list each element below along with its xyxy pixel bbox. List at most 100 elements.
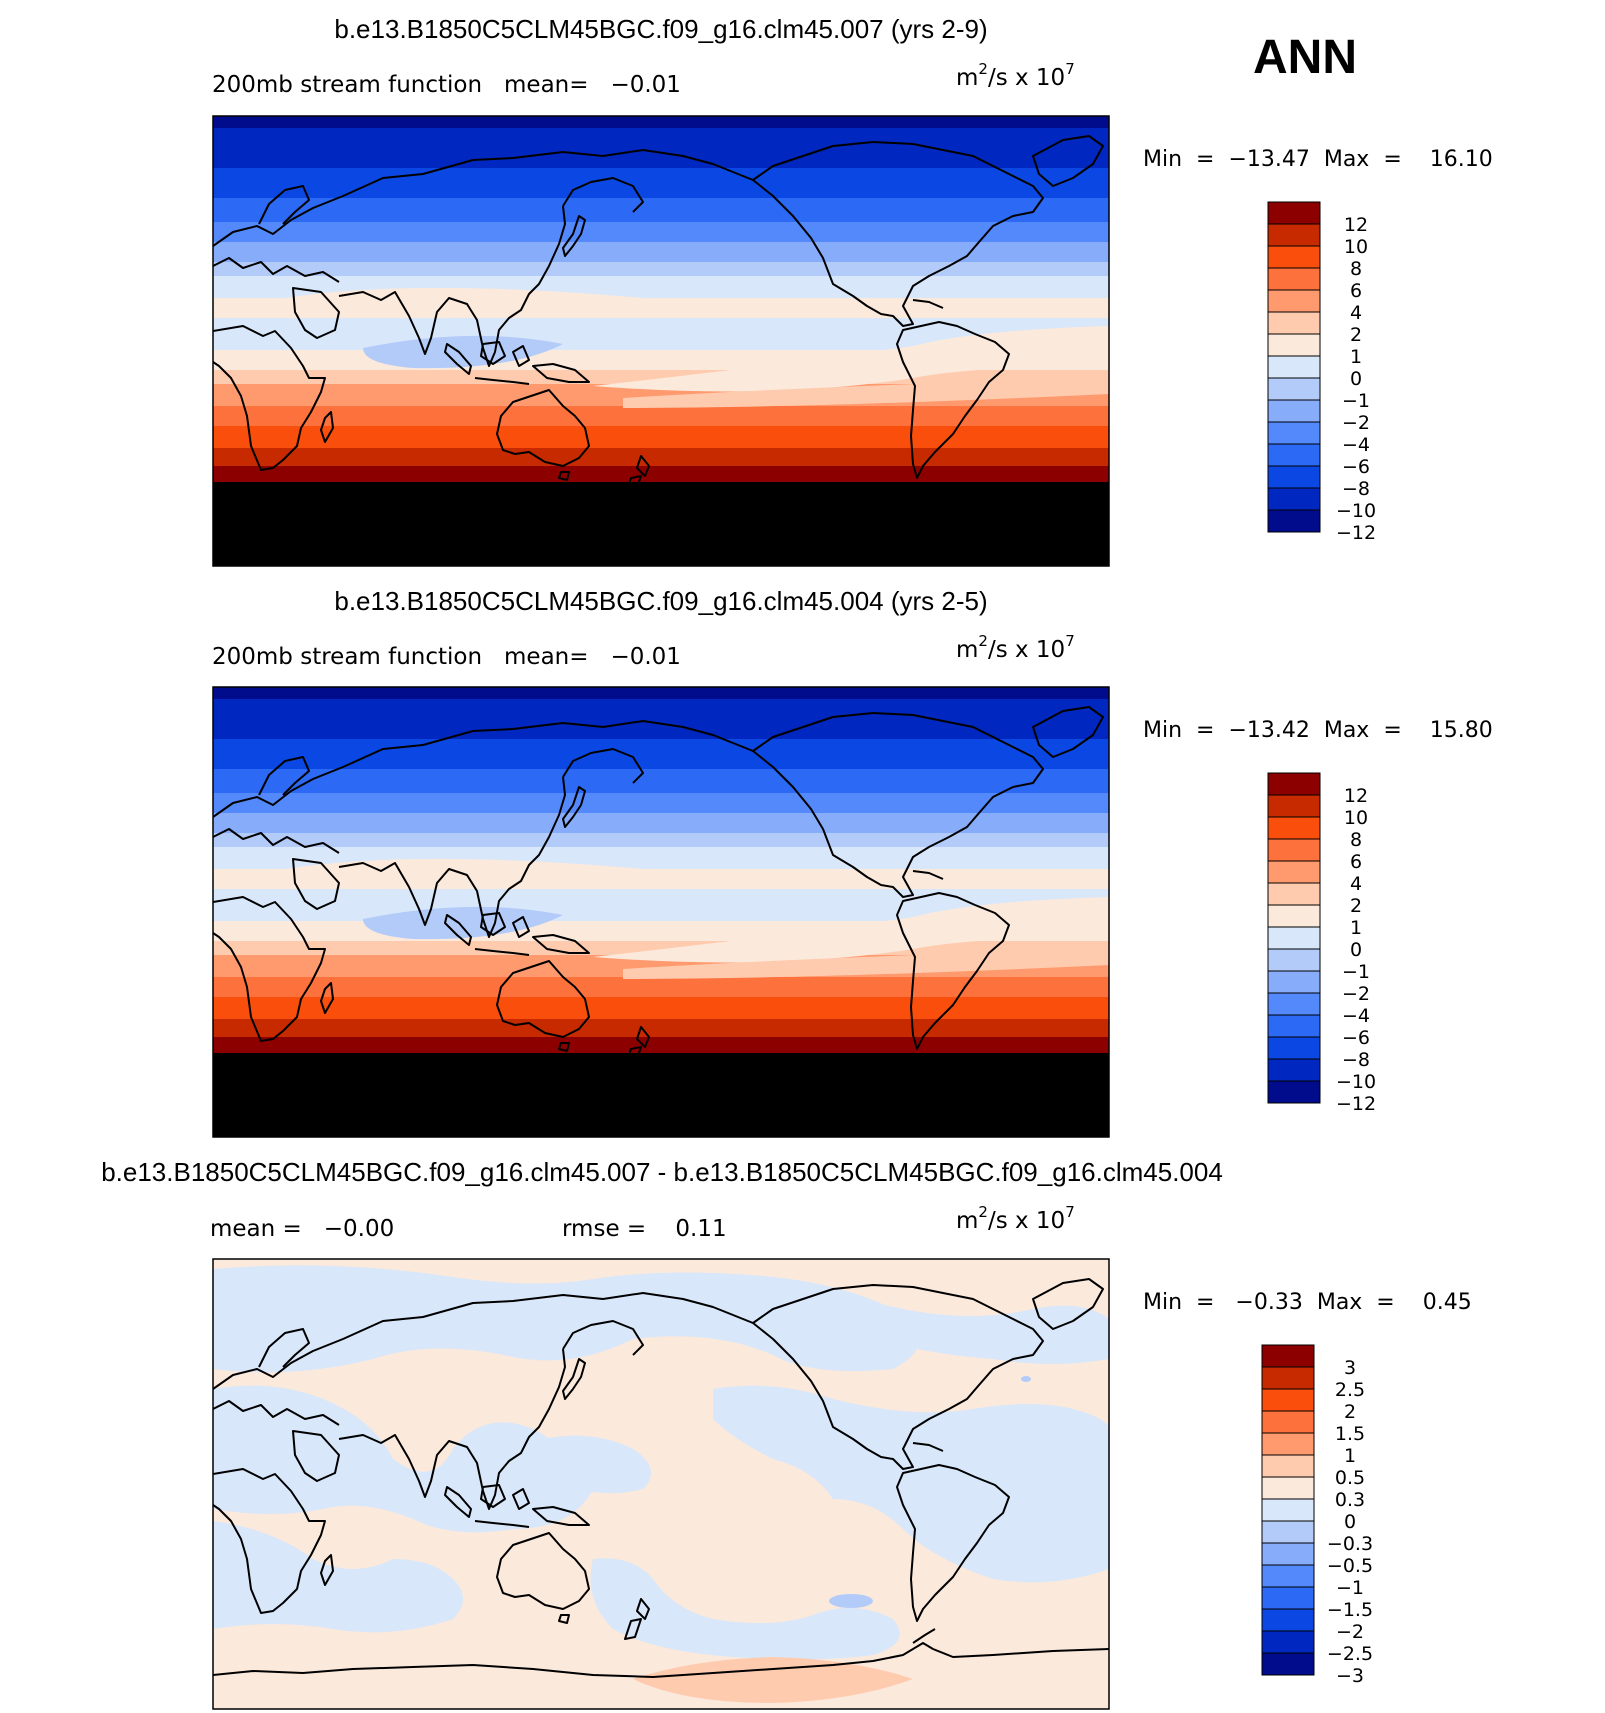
colorbar-label: 10 xyxy=(1344,807,1368,829)
colorbar-box xyxy=(1261,1608,1315,1632)
contour-band xyxy=(213,815,1109,818)
colorbar-label: −4 xyxy=(1342,434,1370,456)
contour-band xyxy=(213,783,1109,786)
contour-band xyxy=(213,316,1109,319)
panel-3: b.e13.B1850C5CLM45BGC.f09_g16.clm45.007 … xyxy=(101,1157,1472,1710)
contour-band xyxy=(213,767,1109,770)
contour-band xyxy=(213,787,1109,790)
contour-band xyxy=(213,961,1109,964)
contour-band xyxy=(213,697,1109,700)
panel-3-minmax: Min = −0.33 Max = 0.45 xyxy=(1143,1290,1472,1315)
contour-band xyxy=(213,935,1109,938)
contour-band xyxy=(213,452,1109,455)
contour-band xyxy=(213,364,1109,367)
contour-feature xyxy=(593,897,1109,963)
colorbar-label: 2 xyxy=(1350,324,1362,346)
contour-band xyxy=(213,252,1109,255)
contour-band xyxy=(213,999,1109,1002)
contour-band xyxy=(213,901,1109,904)
contour-band xyxy=(213,220,1109,223)
contour-band xyxy=(213,206,1109,209)
contour-band xyxy=(213,839,1109,842)
colorbar-label: −12 xyxy=(1336,1093,1376,1115)
contour-band xyxy=(213,296,1109,299)
contour-band xyxy=(213,348,1109,351)
contour-band xyxy=(213,875,1109,878)
contour-band xyxy=(213,701,1109,704)
contour-band xyxy=(213,893,1109,896)
colorbar-label: 0.5 xyxy=(1335,1467,1365,1489)
contour-band xyxy=(213,1069,1109,1072)
colorbar-box xyxy=(1261,1344,1315,1368)
contour-minimum xyxy=(829,1594,873,1608)
contour-band xyxy=(213,180,1109,183)
contour-band xyxy=(213,721,1109,724)
contour-band xyxy=(213,514,1109,517)
colorbar-label: 0.3 xyxy=(1335,1489,1365,1511)
contour-band xyxy=(213,288,1109,291)
contour-band xyxy=(213,1127,1109,1130)
contour-band xyxy=(213,905,1109,908)
contour-band xyxy=(213,797,1109,800)
contour-band xyxy=(213,1113,1109,1116)
contour-band xyxy=(213,741,1109,744)
contour-band xyxy=(213,1081,1109,1084)
contour-band xyxy=(213,897,1109,900)
contour-band xyxy=(213,214,1109,217)
contour-band xyxy=(213,1083,1109,1086)
contour-band xyxy=(213,232,1109,235)
contour-band xyxy=(213,781,1109,784)
contour-band xyxy=(213,895,1109,898)
colorbar-box xyxy=(1267,926,1321,950)
contour-band xyxy=(213,324,1109,327)
contour-negative xyxy=(590,1558,900,1660)
colorbar-label: 6 xyxy=(1350,851,1362,873)
contour-band xyxy=(213,148,1109,151)
contour-band xyxy=(213,1099,1109,1102)
contour-band xyxy=(213,1115,1109,1118)
contour-band xyxy=(213,130,1109,133)
contour-band xyxy=(213,262,1109,265)
contour-band xyxy=(213,430,1109,433)
contour-band xyxy=(213,436,1109,439)
contour-band xyxy=(213,1067,1109,1070)
contour-band xyxy=(213,212,1109,215)
contour-band xyxy=(213,178,1109,181)
panel-2-contours xyxy=(213,687,1109,1137)
contour-band xyxy=(213,827,1109,830)
contour-band xyxy=(213,937,1109,940)
contour-band xyxy=(213,871,1109,874)
contour-band xyxy=(213,512,1109,515)
panel-3-title: b.e13.B1850C5CLM45BGC.f09_g16.clm45.007 … xyxy=(101,1157,1223,1187)
contour-band xyxy=(213,484,1109,487)
contour-band xyxy=(213,947,1109,950)
contour-band xyxy=(213,1095,1109,1098)
contour-band xyxy=(213,761,1109,764)
contour-band xyxy=(213,909,1109,912)
contour-negative xyxy=(213,1265,920,1373)
contour-band xyxy=(213,1093,1109,1096)
contour-band xyxy=(213,428,1109,431)
contour-band xyxy=(213,881,1109,884)
contour-band xyxy=(213,863,1109,866)
contour-band xyxy=(213,170,1109,173)
contour-band xyxy=(213,829,1109,832)
contour-band xyxy=(213,548,1109,551)
panel-3-subtitle-mean: mean = −0.00 xyxy=(210,1216,394,1242)
contour-band xyxy=(213,857,1109,860)
colorbar-box xyxy=(1267,245,1321,269)
contour-band xyxy=(213,727,1109,730)
contour-band xyxy=(213,190,1109,193)
contour-band xyxy=(213,216,1109,219)
contour-negative xyxy=(540,1435,651,1494)
colorbar-box xyxy=(1267,355,1321,379)
contour-band xyxy=(213,298,1109,301)
contour-band xyxy=(213,144,1109,147)
contour-band xyxy=(213,302,1109,305)
panel-1-title: b.e13.B1850C5CLM45BGC.f09_g16.clm45.007 … xyxy=(334,14,987,44)
contour-band xyxy=(213,1025,1109,1028)
colorbar-box xyxy=(1267,311,1321,335)
contour-band xyxy=(213,226,1109,229)
contour-band xyxy=(213,709,1109,712)
contour-band xyxy=(213,1133,1109,1136)
